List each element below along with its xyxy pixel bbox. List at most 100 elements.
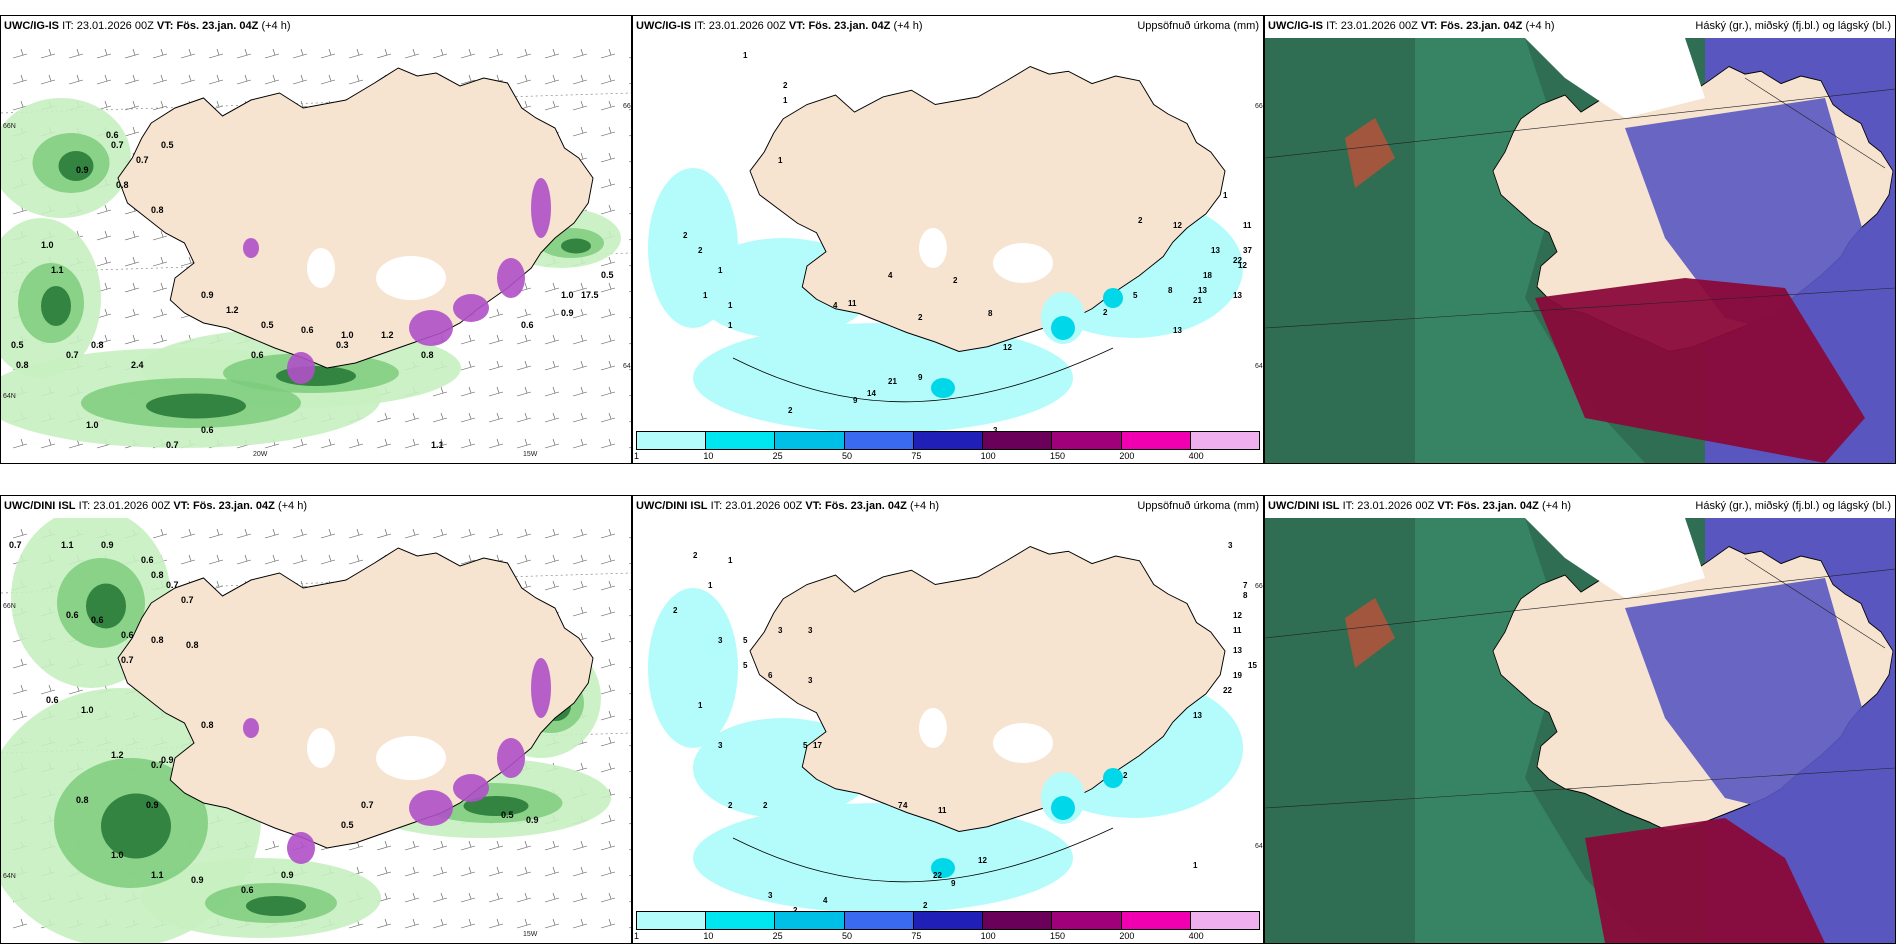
legend-swatch — [983, 912, 1053, 929]
map-value-label: 2 — [1123, 771, 1128, 780]
snow-area-dark — [246, 896, 306, 916]
precip-area-mid — [1051, 796, 1075, 820]
wind-barb — [600, 840, 616, 851]
precip-legend: 1 10 25 50 75 100 150 200 400 — [634, 911, 1260, 941]
map-value-label: 12 — [1173, 221, 1182, 230]
wind-barb — [180, 528, 196, 539]
map-value-label: 1.2 — [226, 305, 239, 315]
wind-barb — [628, 317, 631, 319]
wind-barb — [208, 74, 224, 85]
wind-barb — [488, 892, 504, 903]
wind-barb — [628, 771, 631, 773]
wind-barb — [236, 48, 252, 59]
legend-bar — [636, 911, 1260, 930]
clear-sky-area — [1525, 38, 1705, 118]
wind-barb — [628, 343, 631, 345]
wind-barb — [432, 918, 448, 929]
map-value-label: 1 — [728, 301, 733, 310]
wind-barb — [12, 74, 28, 85]
wind-barb — [516, 438, 532, 449]
precip-area-light — [693, 323, 1073, 433]
map-value-label: 2 — [953, 276, 958, 285]
heavy-snow-area — [409, 310, 453, 346]
wind-barb — [460, 386, 476, 397]
map-value-label: 0.8 — [421, 350, 434, 360]
wind-barb — [180, 554, 196, 565]
precip-area-light — [648, 588, 738, 748]
axis-label: 64N — [1255, 843, 1263, 850]
heavy-snow-area — [531, 658, 551, 718]
wind-barb — [572, 100, 588, 111]
map-value-label: 17 — [813, 741, 822, 750]
legend-swatch — [1121, 912, 1191, 929]
glacier — [307, 728, 335, 768]
wind-barb — [460, 918, 476, 929]
legend-swatch — [1052, 912, 1122, 929]
map-value-label: 0.8 — [16, 360, 29, 370]
forecast-offset: (+4 h) — [893, 20, 923, 32]
graticule-line — [1, 92, 631, 114]
precip-legend: 1 10 25 50 75 100 150 200 400 — [634, 431, 1260, 461]
glacier — [919, 228, 947, 268]
wind-barb — [628, 265, 631, 267]
vt-label: VT: — [156, 20, 174, 32]
panel-bottom-right: UWC/DINI ISL IT: 23.01.2026 00Z VT: Fös.… — [1264, 495, 1896, 944]
map-value-label: 11 — [1233, 626, 1242, 635]
wind-barb — [404, 528, 420, 539]
map-value-label: 3 — [993, 426, 998, 433]
map-value-label: 2 — [1103, 308, 1108, 317]
map-value-label: 0.8 — [116, 180, 129, 190]
wind-barb — [432, 438, 448, 449]
map-value-label: 1.0 — [341, 330, 354, 340]
wind-barb — [40, 438, 56, 449]
map-value-label: 0.9 — [561, 308, 574, 318]
map-value-label: 3 — [718, 636, 723, 645]
heavy-snow-area — [287, 832, 315, 864]
axis-label: 66N — [623, 103, 631, 110]
map-value-label: 3 — [718, 741, 723, 750]
wind-barb — [628, 589, 631, 591]
axis-label: 64N — [3, 873, 16, 880]
wind-barb — [404, 840, 420, 851]
axis-label: 64N — [1255, 363, 1263, 370]
wind-barb — [12, 918, 28, 929]
map-value-label: 15 — [1248, 661, 1257, 670]
map-value-label: 0.6 — [106, 130, 119, 140]
axis-label: 66N — [3, 603, 16, 610]
wind-barb — [460, 48, 476, 59]
map-value-label: 0.6 — [141, 555, 154, 565]
legend-tick-label: 150 — [1050, 451, 1066, 461]
wind-barb — [544, 334, 560, 345]
wind-barb — [12, 684, 28, 695]
legend-swatch — [983, 432, 1053, 449]
legend-swatch — [913, 912, 984, 929]
map-value-label: 5 — [743, 661, 748, 670]
map-value-label: 0.9 — [526, 815, 539, 825]
it-label: IT: — [710, 500, 723, 512]
map-value-label: 0.8 — [91, 340, 104, 350]
wind-barb — [516, 48, 532, 59]
wind-barb — [488, 386, 504, 397]
map-value-label: 0.8 — [151, 570, 164, 580]
map-value-label: 22 — [933, 871, 942, 880]
map-value-label: 22 — [1223, 686, 1232, 695]
panel-title: Uppsöfnuð úrkoma (mm) — [1137, 500, 1259, 512]
map-value-label: 2 — [793, 906, 798, 913]
wind-barb — [600, 282, 616, 293]
map-value-label: 37 — [1243, 246, 1252, 255]
wind-barb — [124, 308, 140, 319]
wind-barb — [628, 719, 631, 721]
model-name: UWC/IG-IS — [1268, 20, 1323, 32]
map-value-label: 12 — [1233, 611, 1242, 620]
wind-barb — [488, 866, 504, 877]
map-value-label: 1 — [708, 581, 713, 590]
wind-barb — [544, 438, 560, 449]
wind-barb — [488, 360, 504, 371]
legend-swatch — [1121, 432, 1191, 449]
legend-swatch — [1190, 912, 1259, 929]
wind-barb — [152, 256, 168, 267]
map-value-label: 0.7 — [151, 760, 164, 770]
wind-barb — [264, 840, 280, 851]
wind-barb — [124, 256, 140, 267]
